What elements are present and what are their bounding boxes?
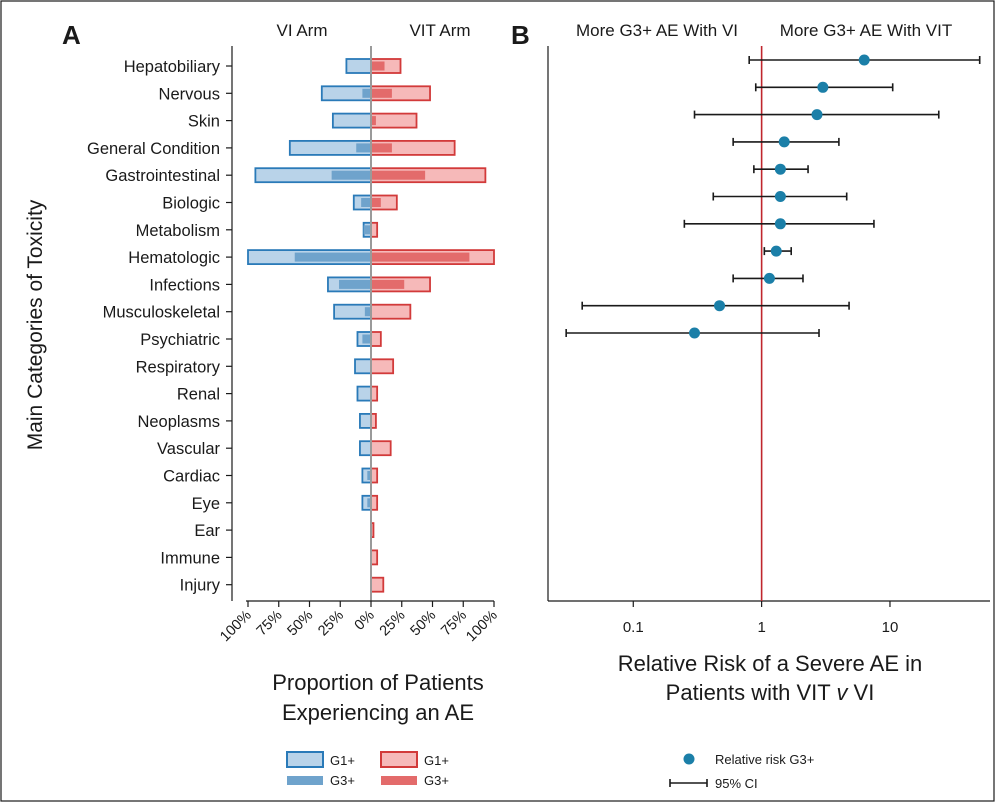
bar-vit-g3-general-condition: [371, 143, 392, 153]
rr-point-infections: [763, 272, 775, 284]
bar-vit-g1-injury: [370, 576, 385, 593]
bar-vi-g3-general-condition: [356, 143, 371, 153]
bar-vi-g1-hepatobiliary: [345, 58, 372, 74]
panel-b-vit-header: More G3+ AE With VIT: [780, 21, 952, 40]
rr-point-general-condition: [778, 136, 790, 148]
legend-vit-g3-label: G3+: [424, 773, 449, 788]
category-label-renal: Renal: [177, 386, 220, 404]
bar-vit-g3-biologic: [371, 198, 381, 207]
panel-b-x-axis: 0.1 1 10: [623, 601, 898, 636]
b-x-tick-label: 10: [882, 619, 899, 636]
panel-a-bars: [247, 58, 495, 593]
bar-vit-g3-nervous: [371, 88, 392, 98]
category-label-gastrointestinal: Gastrointestinal: [105, 167, 220, 185]
bar-vi-g3-gastrointestinal: [331, 170, 371, 180]
legend-vi-g3-swatch: [287, 776, 323, 785]
panel-b-estimates: [565, 54, 981, 339]
panel-a-x-label-line2: Experiencing an AE: [282, 700, 474, 725]
panel-b-x-label-line2-b: VI: [847, 680, 874, 705]
panel-a-x-label-line1: Proportion of Patients: [272, 670, 484, 695]
panel-b-vi-header: More G3+ AE With VI: [576, 21, 738, 40]
bar-vi-g1-renal: [356, 385, 372, 402]
category-label-vascular: Vascular: [157, 440, 220, 458]
bar-vi-g3-biologic: [361, 198, 371, 207]
panel-b-x-label-line2-a: Patients with VIT: [666, 680, 837, 705]
rr-point-biologic: [774, 191, 786, 202]
b-x-tick-label: 0.1: [623, 619, 644, 636]
bar-vit-g3-hepatobiliary: [371, 61, 385, 71]
rr-point-hematologic: [770, 245, 782, 257]
legend-vit-g3-swatch: [381, 776, 417, 785]
panel-a-letter: A: [62, 20, 81, 50]
panel-b-letter: B: [511, 20, 530, 50]
bar-vi-g1-respiratory: [354, 358, 372, 375]
bar-vit-g1-vascular: [370, 440, 392, 457]
legend-vit-g1-label: G1+: [424, 753, 449, 768]
category-label-eye: Eye: [192, 495, 220, 513]
panel-a-y-axis: Hepatobiliary Nervous Skin General Conditio…: [87, 46, 233, 601]
bar-vi-g3-psychiatric: [362, 334, 371, 344]
bar-vi-g3-nervous: [362, 88, 371, 98]
rr-point-nervous: [817, 81, 829, 93]
category-label-immune: Immune: [160, 549, 220, 567]
legend-vit-g1-swatch: [380, 751, 418, 768]
rr-point-hepatobiliary: [858, 54, 870, 66]
bar-vi-g3-musculoskeletal: [364, 307, 371, 317]
bar-vit-g3-hematologic: [371, 252, 470, 262]
bar-vi-g3-metabolism: [363, 225, 371, 235]
panel-b-x-label-line2-italic: v: [836, 680, 849, 705]
category-label-general-condition: General Condition: [87, 140, 220, 158]
legend-vi-g3-label: G3+: [330, 773, 355, 788]
category-label-infections: Infections: [149, 276, 220, 294]
legend-vi-g1-label: G1+: [330, 753, 355, 768]
bar-vit-g1-skin: [370, 112, 418, 129]
category-label-neoplasms: Neoplasms: [137, 413, 220, 431]
panel-a-vit-header: VIT Arm: [409, 21, 470, 40]
panel-b-x-label-line1: Relative Risk of a Severe AE in: [618, 651, 922, 676]
category-label-nervous: Nervous: [159, 85, 220, 103]
rr-point-musculoskeletal: [714, 300, 726, 312]
legend-ci-label: 95% CI: [715, 776, 758, 791]
bar-vi-g3-eye: [367, 498, 371, 508]
category-label-respiratory: Respiratory: [136, 358, 221, 376]
legend-point-marker: [683, 753, 695, 765]
panel-b-forest-plot: 0.1 1 10: [547, 46, 990, 636]
category-label-metabolism: Metabolism: [136, 222, 220, 240]
y-axis-label: Main Categories of Toxicity: [24, 199, 47, 450]
bar-vit-g1-respiratory: [370, 358, 395, 375]
category-label-injury: Injury: [180, 577, 221, 595]
category-label-ear: Ear: [194, 522, 220, 540]
bar-vi-g1-vascular: [359, 440, 372, 457]
category-label-cardiac: Cardiac: [163, 468, 220, 486]
panel-b-legend: Relative risk G3+ 95% CI: [669, 752, 814, 791]
bar-vit-g3-gastrointestinal: [371, 170, 426, 180]
bar-vi-g3-infections: [339, 279, 371, 289]
bar-vit-g3-infections: [371, 279, 405, 289]
category-label-biologic: Biologic: [162, 195, 220, 213]
bar-vi-g3-cardiac: [367, 471, 371, 480]
panel-a-vi-header: VI Arm: [276, 21, 327, 40]
category-label-hematologic: Hematologic: [128, 249, 220, 267]
category-label-hepatobiliary: Hepatobiliary: [124, 58, 221, 76]
rr-point-psychiatric: [689, 327, 701, 339]
bar-vit-g1-musculoskeletal: [370, 303, 412, 320]
rr-point-metabolism: [774, 218, 786, 230]
bar-vi-g1-neoplasms: [359, 412, 372, 429]
bar-vit-g3-skin: [371, 116, 376, 126]
bar-vi-g3-hematologic: [294, 252, 371, 262]
panel-a-legend: G1+ G3+ G1+ G3+: [286, 751, 449, 788]
panel-b-x-label-line2: Patients with VIT v VI: [666, 680, 875, 705]
bar-vi-g1-skin: [331, 112, 372, 129]
category-label-musculoskeletal: Musculoskeletal: [103, 304, 220, 322]
b-x-tick-label: 1: [757, 619, 765, 636]
category-label-skin: Skin: [188, 113, 220, 131]
category-label-psychiatric: Psychiatric: [140, 331, 220, 349]
rr-point-skin: [811, 109, 823, 121]
bar-vit-g1-psychiatric: [370, 331, 382, 347]
rr-point-gastrointestinal: [774, 163, 786, 175]
legend-vi-g1-swatch: [286, 751, 324, 768]
legend-point-label: Relative risk G3+: [715, 752, 814, 767]
